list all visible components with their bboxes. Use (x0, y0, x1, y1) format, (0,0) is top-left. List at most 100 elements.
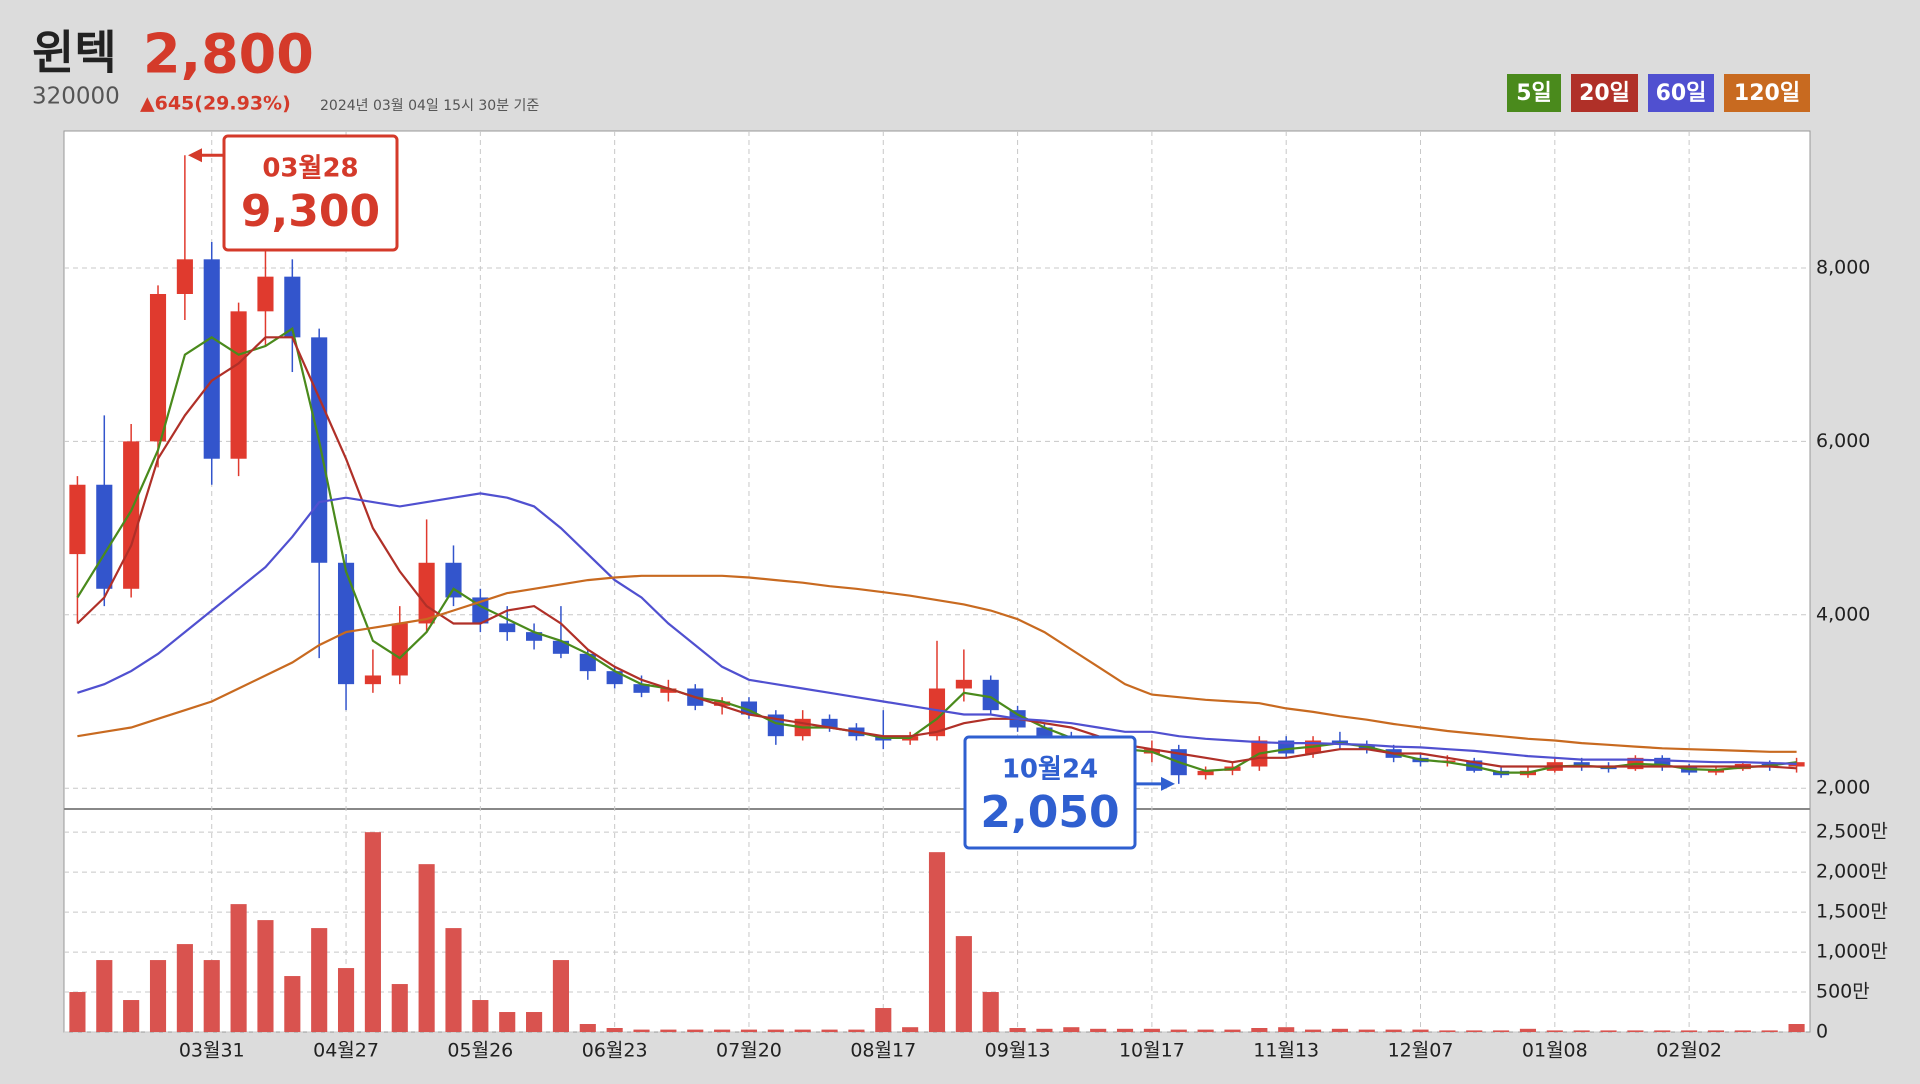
volume-bar (821, 1029, 838, 1032)
volume-bar (1385, 1029, 1402, 1032)
volume-bar (284, 976, 301, 1032)
candle-body (69, 484, 86, 555)
volume-bar (1546, 1030, 1563, 1032)
volume-tick-label: 500만 (1816, 981, 1870, 1003)
volume-bar (1654, 1030, 1671, 1032)
volume-bar (1358, 1029, 1375, 1032)
volume-bar (1573, 1030, 1590, 1032)
x-tick-label: 09월13 (985, 1040, 1051, 1062)
volume-bar (1331, 1028, 1348, 1032)
volume-bar (1278, 1027, 1295, 1032)
volume-bar (337, 968, 355, 1032)
volume-bar (1009, 1028, 1026, 1032)
candle-body (552, 640, 569, 654)
legend-swatch (1571, 74, 1638, 112)
volume-bar (149, 960, 167, 1032)
candle-body (1573, 762, 1590, 767)
candle-body (445, 562, 462, 598)
candle-body (982, 679, 999, 711)
volume-bar (1251, 1028, 1268, 1032)
x-tick-label: 04월27 (313, 1040, 379, 1062)
volume-bar (633, 1029, 650, 1032)
price-panel (69, 155, 1805, 784)
candle-body (1197, 770, 1214, 776)
x-tick-label: 10월17 (1119, 1040, 1185, 1062)
volume-bar (472, 1000, 489, 1032)
annotation-value: 9,300 (241, 186, 380, 237)
volume-bar (69, 992, 86, 1032)
candle-body (257, 276, 274, 312)
legend-swatch (1507, 74, 1561, 112)
volume-bar (176, 944, 193, 1032)
volume-bar (848, 1029, 865, 1032)
volume-bar (1600, 1030, 1617, 1032)
y-tick-label: 8,000 (1816, 256, 1870, 278)
candle-body (1654, 757, 1671, 767)
volume-bar (1090, 1028, 1107, 1032)
y-tick-label: 2,000 (1816, 777, 1870, 799)
stock-price: 2,800 (143, 23, 314, 86)
x-tick-label: 11월13 (1253, 1040, 1319, 1062)
candle-body (526, 632, 543, 641)
volume-bar (714, 1029, 731, 1032)
volume-panel (69, 832, 1805, 1032)
x-tick-label: 03월31 (179, 1040, 245, 1062)
volume-bar (1788, 1024, 1805, 1032)
volume-bar (257, 920, 274, 1032)
candle-body (96, 484, 113, 589)
legend-label: 120일 (1734, 81, 1800, 106)
x-tick-label: 12월07 (1388, 1040, 1454, 1062)
volume-bar (1143, 1028, 1160, 1032)
legend: 5일 20일 60일 120일 (1507, 74, 1810, 112)
candle-body (633, 684, 650, 693)
volume-tick-label: 1,500만 (1816, 901, 1888, 923)
x-tick-label: 07월20 (716, 1040, 782, 1062)
volume-bar (606, 1028, 623, 1032)
candle-body (955, 679, 972, 689)
candle-body (284, 276, 301, 338)
volume-bar (526, 1012, 543, 1032)
price-change: ▲645(29.93%) (140, 93, 291, 115)
candle-body (149, 293, 167, 442)
volume-bar (1224, 1029, 1241, 1032)
volume-bar (982, 992, 999, 1032)
volume-bar (687, 1029, 704, 1032)
volume-bar (552, 960, 569, 1032)
candle-body (176, 259, 193, 294)
x-tick-label: 02월02 (1656, 1040, 1722, 1062)
volume-bar (1493, 1030, 1510, 1032)
stock-code: 320000 (32, 84, 120, 110)
legend-label: 60일 (1656, 81, 1707, 106)
candle-body (821, 718, 838, 728)
x-tick-label: 06월23 (582, 1040, 648, 1062)
volume-bar (1627, 1030, 1644, 1032)
volume-bar (1412, 1029, 1429, 1032)
volume-bar (1519, 1028, 1537, 1032)
volume-bar (1761, 1030, 1778, 1032)
volume-bar (579, 1024, 596, 1032)
ma-line (77, 492, 1797, 765)
volume-bar (203, 960, 220, 1032)
volume-tick-label: 0 (1816, 1021, 1828, 1043)
volume-bar (1116, 1028, 1134, 1032)
ma-line (76, 336, 1797, 770)
volume-bar (1707, 1030, 1725, 1032)
candle-body (203, 259, 220, 459)
y-tick-label: 4,000 (1816, 603, 1870, 625)
legend-label: 20일 (1579, 81, 1630, 106)
volume-bar (230, 904, 247, 1032)
candle-body (928, 688, 946, 737)
candle-body (499, 623, 516, 633)
volume-tick-label: 2,500만 (1816, 821, 1888, 843)
candle-body (337, 562, 355, 685)
volume-bar (1734, 1030, 1751, 1032)
annotation-value: 2,050 (980, 787, 1119, 838)
candle-body (123, 441, 140, 589)
stock-name: 윈텍 (32, 26, 117, 80)
volume-bar (955, 936, 972, 1032)
annotation-box (963, 735, 1137, 850)
volume-bar (364, 832, 381, 1032)
